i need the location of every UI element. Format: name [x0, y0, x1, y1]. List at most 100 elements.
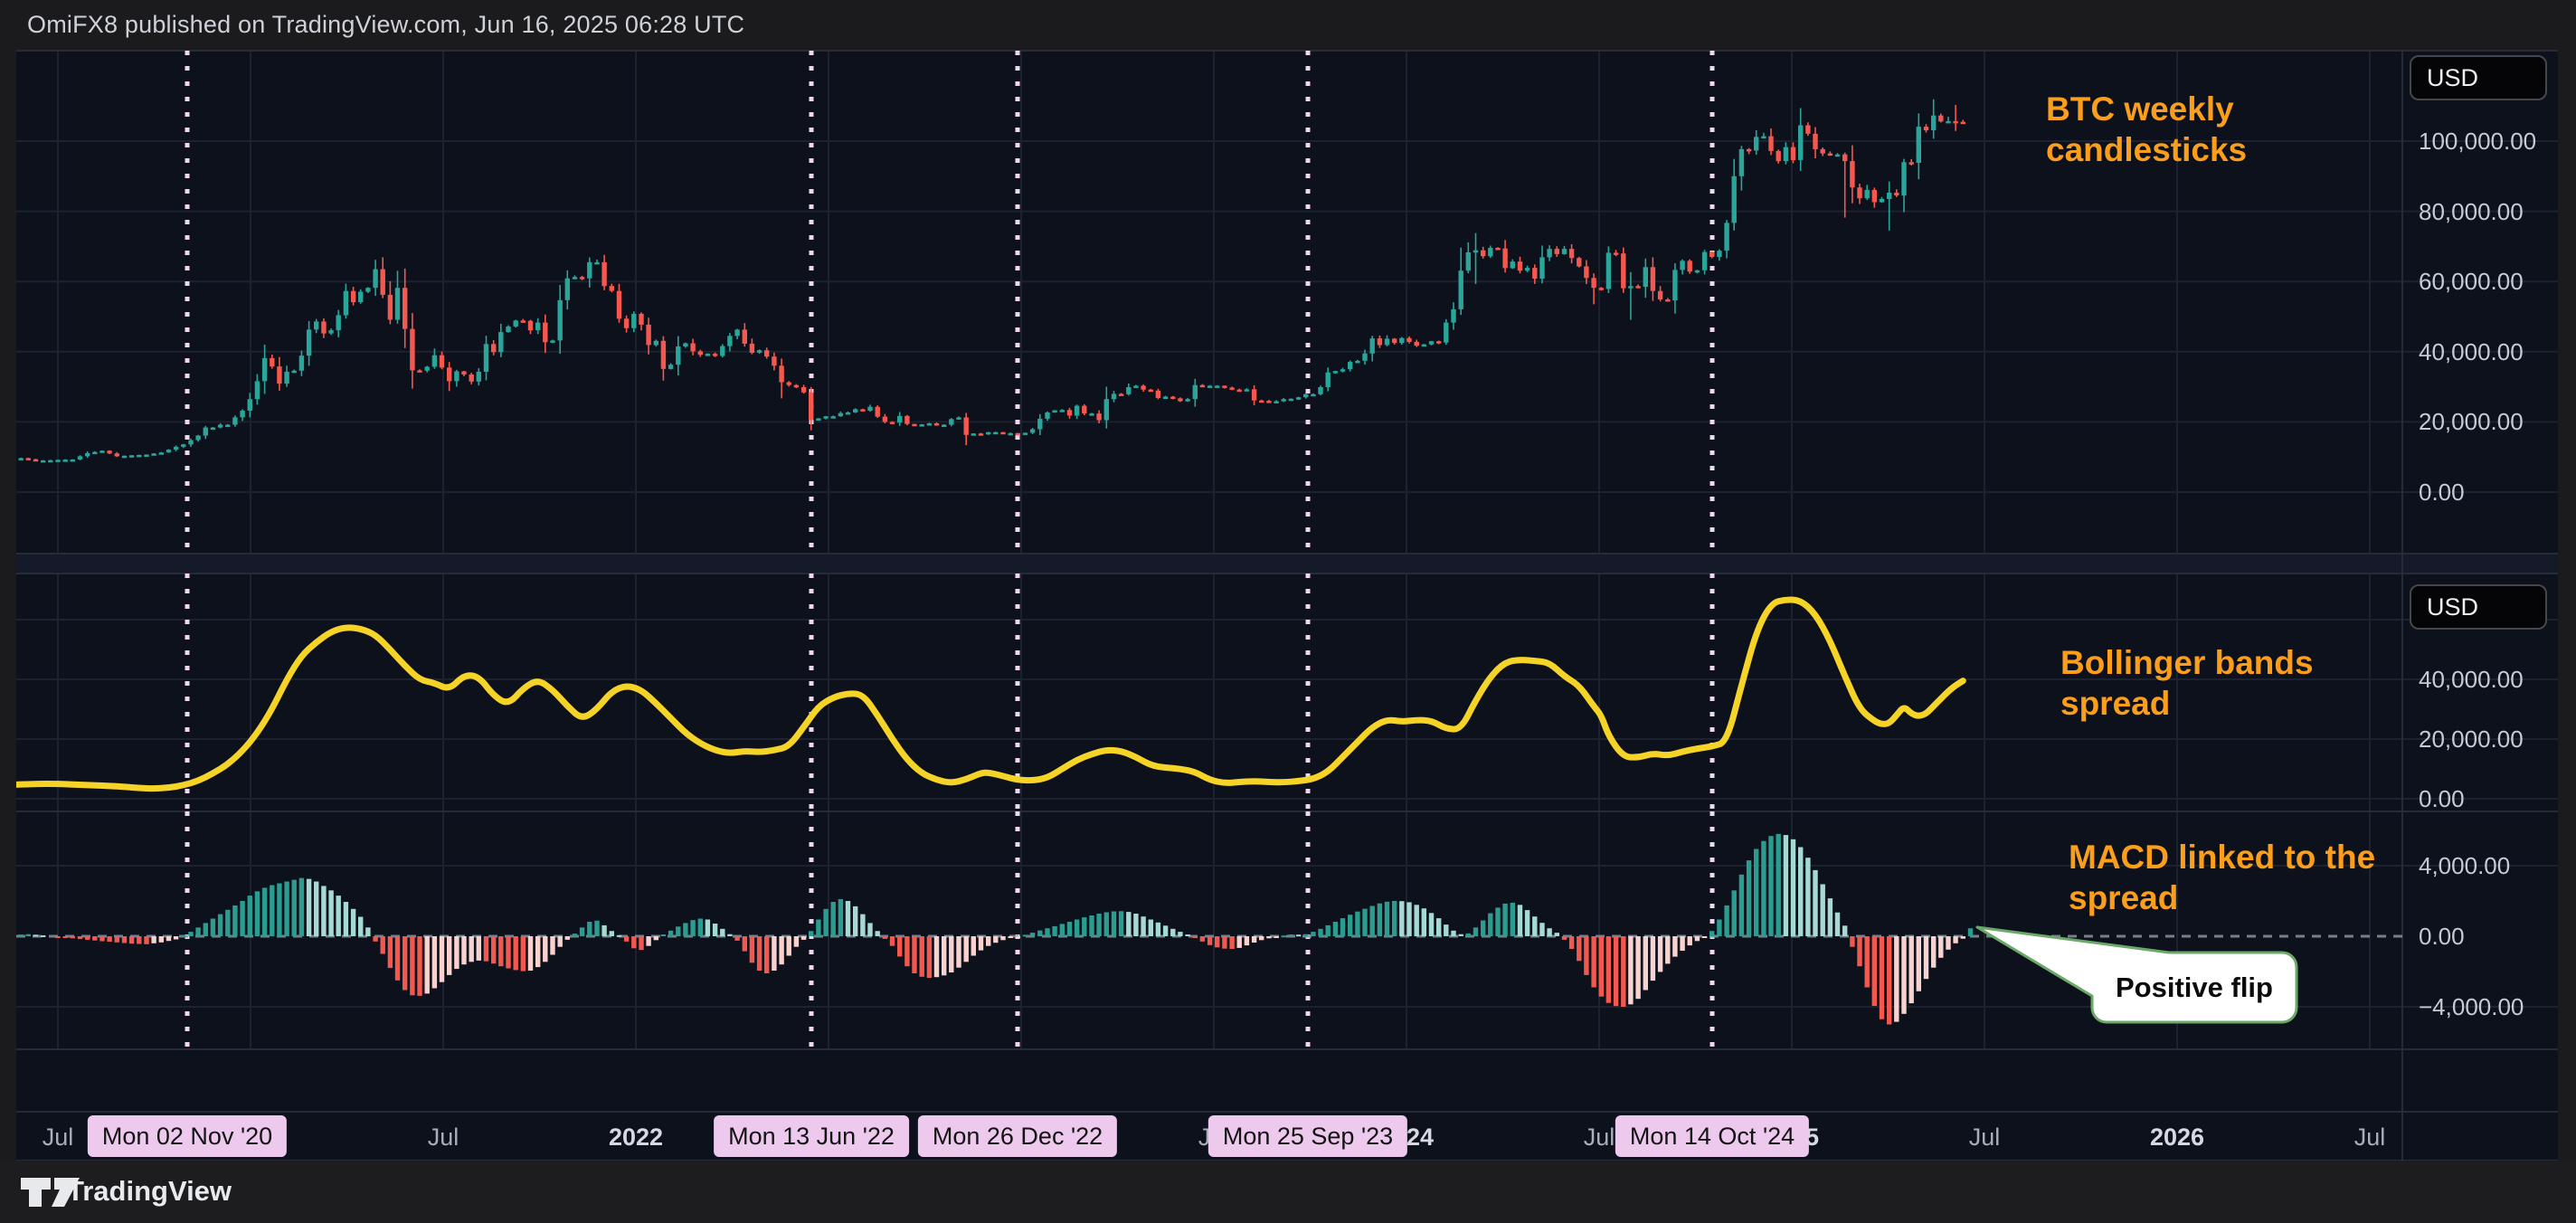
macd-bar	[291, 879, 297, 936]
candle-body	[712, 354, 718, 356]
macd-bar	[350, 908, 356, 936]
macd-bar	[1613, 936, 1619, 1007]
time-tick-label[interactable]: Jul	[428, 1123, 459, 1151]
candle-body	[1421, 344, 1426, 347]
candle-body	[506, 326, 511, 333]
candle-body	[1938, 115, 1944, 122]
macd-bar	[1111, 911, 1117, 936]
macd-bar	[520, 936, 526, 972]
event-date-badge[interactable]: Mon 14 Oct '24	[1615, 1115, 1810, 1157]
candle-body	[1111, 393, 1117, 400]
macd-bar	[1421, 908, 1426, 936]
macd-bar	[1488, 913, 1493, 936]
candle-body	[882, 416, 888, 422]
macd-bar	[173, 936, 179, 940]
macd-bar	[270, 885, 275, 936]
candle-body	[107, 450, 112, 454]
event-date-badge[interactable]: Mon 25 Sep '23	[1208, 1115, 1408, 1157]
macd-bar	[1731, 890, 1737, 936]
macd-bar	[1481, 920, 1486, 936]
candle-body	[1554, 249, 1559, 254]
tradingview-logo-icon[interactable]	[20, 1175, 83, 1209]
event-date-badge[interactable]: Mon 13 Jun '22	[714, 1115, 909, 1157]
candle-body	[779, 365, 784, 383]
candle-body	[1724, 223, 1729, 251]
candle-body	[380, 269, 385, 295]
bollinger-spread-line	[16, 596, 1966, 792]
currency-badge-spread[interactable]: USD	[2410, 584, 2547, 630]
macd-bar	[1133, 914, 1139, 936]
annotation-line: spread	[2060, 685, 2171, 723]
event-date-badge[interactable]: Mon 02 Nov '20	[87, 1115, 288, 1157]
candle-body	[77, 456, 83, 460]
candle-body	[919, 424, 924, 427]
currency-badge-price[interactable]: USD	[2410, 55, 2547, 100]
time-tick-label[interactable]: Jul	[43, 1123, 74, 1151]
candle-body	[114, 453, 119, 457]
candle-body	[986, 431, 991, 435]
macd-bar	[646, 936, 651, 946]
price-tick-label: 40,000.00	[2419, 338, 2524, 365]
macd-bar	[33, 934, 39, 937]
macd-bar	[1827, 898, 1833, 936]
candle-body	[151, 453, 156, 456]
macd-bar	[461, 936, 467, 965]
macd-bar	[1850, 936, 1855, 947]
macd-bar	[1864, 936, 1870, 988]
candle-body	[1362, 353, 1368, 361]
time-tick-label[interactable]: 2026	[2150, 1123, 2204, 1151]
macd-bar	[454, 936, 459, 970]
macd-bar	[1657, 936, 1663, 972]
macd-bar	[912, 936, 917, 973]
macd-bar	[506, 936, 511, 969]
candle-body	[1148, 389, 1153, 393]
macd-bar	[1923, 936, 1929, 980]
macd-bar	[1155, 922, 1161, 936]
time-tick-label[interactable]: Jul	[2354, 1123, 2386, 1151]
macd-bar	[860, 914, 866, 936]
candle-body	[889, 422, 895, 424]
macd-bar	[1621, 936, 1626, 1007]
candle-body	[1185, 399, 1190, 402]
macd-bar	[639, 936, 644, 951]
event-date-badge[interactable]: Mon 26 Dec '22	[917, 1115, 1118, 1157]
macd-bar	[306, 878, 312, 936]
macd-bar	[380, 936, 385, 954]
candle-body	[417, 370, 422, 373]
macd-bar	[1185, 934, 1190, 936]
candle-body	[1746, 148, 1752, 152]
candle-body	[469, 374, 474, 382]
candle-body	[343, 290, 349, 316]
macd-bar	[1672, 936, 1678, 957]
candle-body	[1066, 410, 1073, 416]
candle-body	[1465, 252, 1471, 271]
candle-body	[1399, 337, 1405, 344]
candle-body	[786, 382, 791, 385]
macd-bar	[1008, 936, 1013, 938]
macd-bar	[1414, 905, 1419, 936]
macd-bar	[1554, 933, 1559, 936]
macd-bar	[1348, 915, 1353, 936]
macd-bar	[203, 923, 208, 936]
macd-bar	[809, 931, 814, 936]
macd-bar	[609, 931, 614, 936]
candle-body	[897, 415, 903, 423]
macd-bar	[1967, 928, 1974, 936]
time-tick-label[interactable]: Jul	[1584, 1123, 1615, 1151]
tradingview-brand-text[interactable]: TradingView	[67, 1175, 232, 1207]
price-tick-label: 60,000.00	[2419, 268, 2524, 295]
candle-body	[1207, 385, 1213, 388]
candle-body	[978, 433, 984, 436]
candle-body	[1473, 250, 1479, 253]
candle-body	[1643, 267, 1648, 287]
candle-body	[793, 384, 800, 388]
candle-body	[971, 433, 976, 436]
macd-bar	[1303, 934, 1309, 936]
candle-body	[1266, 401, 1272, 403]
candle-body	[1436, 341, 1442, 344]
candle-body	[1857, 187, 1862, 199]
macd-bar	[1096, 914, 1102, 936]
time-tick-label[interactable]: 2022	[609, 1123, 663, 1151]
time-tick-label[interactable]: Jul	[1969, 1123, 2001, 1151]
macd-bar	[727, 934, 733, 936]
